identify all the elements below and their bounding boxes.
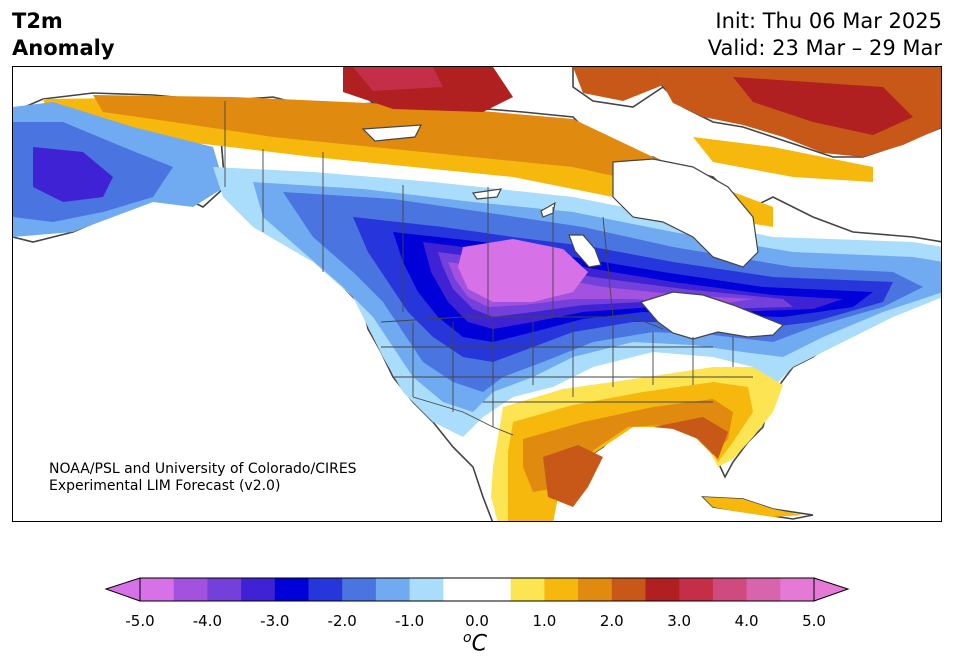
- colorbar-cell: [342, 578, 377, 601]
- colorbar-under-arrow: [104, 577, 141, 602]
- great-lakes: [639, 291, 785, 340]
- warm-south-rust: [543, 445, 603, 507]
- credit-line2: Experimental LIM Forecast (v2.0): [49, 478, 281, 494]
- colorbar-cell: [477, 578, 512, 601]
- colorbar-cell: [679, 578, 714, 601]
- colorbar-tick-label: 1.0: [532, 612, 557, 630]
- us-canada-border: [380, 316, 664, 330]
- colorbar-cell: [274, 578, 309, 601]
- colorbar-cell: [308, 578, 343, 601]
- colorbar-tick-label: 5.0: [802, 612, 826, 630]
- colorbar-cell: [645, 578, 680, 601]
- colorbar-cell: [712, 578, 748, 601]
- colorbar-tick-label: 4.0: [734, 612, 759, 630]
- credit-line1: NOAA/PSL and University of Colorado/CIRE…: [49, 461, 357, 477]
- colorbar-cell: [611, 578, 646, 601]
- colorbar-cell: [578, 578, 613, 601]
- warm-band-north-orange: [93, 95, 733, 202]
- colorbar-outline: [139, 577, 815, 602]
- colorbar-cell: [241, 578, 276, 601]
- warm-greenland-red: [733, 77, 913, 135]
- anomaly-map-svg: [13, 67, 941, 521]
- colorbar-tick-label: 0.0: [465, 612, 489, 630]
- colorbar-tick-label: -4.0: [192, 612, 223, 630]
- warm-cuba: [703, 497, 803, 517]
- lake-winnipeg: [568, 234, 602, 268]
- colorbar-tick-label: -3.0: [260, 612, 290, 630]
- colorbar-unit: oC: [463, 630, 487, 656]
- colorbar-unit-letter: C: [471, 631, 487, 657]
- warm-southeast-rust: [653, 417, 728, 459]
- colorbar-cell: [140, 578, 175, 601]
- map-title-line2: Anomaly: [12, 36, 115, 60]
- colorbar-cell: [443, 578, 478, 601]
- colorbar-tick-label: -5.0: [125, 612, 155, 630]
- colorbar-cells: [140, 578, 815, 601]
- colorbar-cell: [544, 578, 579, 601]
- colorbar-cell: [746, 578, 781, 601]
- cold-magenta: [458, 239, 588, 302]
- colorbar-cell: [173, 578, 208, 601]
- colorbar-cell: [510, 578, 545, 601]
- water-bodies: [361, 124, 785, 340]
- cold-alaska-inner: [33, 147, 113, 202]
- great-slave-lake: [471, 188, 503, 200]
- us-state-lines: [381, 322, 753, 427]
- forecast-dates: Init: Thu 06 Mar 2025 Valid: 23 Mar – 29…: [708, 8, 942, 62]
- colorbar-tick-label: 2.0: [599, 612, 624, 630]
- colorbar-over-arrow: [813, 577, 850, 602]
- political-borders: [224, 101, 753, 436]
- map-title-line1: T2m: [12, 9, 63, 33]
- map-title: T2m Anomaly: [12, 8, 115, 62]
- valid-range: Valid: 23 Mar – 29 Mar: [707, 36, 942, 60]
- credit-text: NOAA/PSL and University of Colorado/CIRE…: [49, 461, 357, 495]
- colorbar: [104, 577, 850, 602]
- colorbar-cell: [409, 578, 444, 601]
- colorbar-unit-degree: o: [463, 630, 472, 646]
- colorbar-cell: [780, 578, 815, 601]
- warm-arctic-rose: [353, 67, 443, 91]
- anomaly-shading: [13, 67, 941, 521]
- warm-baffin: [573, 67, 663, 101]
- init-date: Init: Thu 06 Mar 2025: [715, 9, 942, 33]
- anomaly-map: [12, 66, 942, 522]
- hudson-bay: [612, 158, 759, 268]
- canada-province-lines: [262, 149, 614, 318]
- colorbar-cell: [375, 578, 411, 601]
- great-bear-lake: [361, 124, 423, 142]
- colorbar-tick-label: -1.0: [394, 612, 425, 630]
- colorbar-tick-label: -2.0: [327, 612, 357, 630]
- colorbar-tick-label: 3.0: [667, 612, 692, 630]
- warm-labrador: [693, 137, 873, 182]
- us-mexico-border: [412, 396, 514, 436]
- colorbar-cell: [207, 578, 242, 601]
